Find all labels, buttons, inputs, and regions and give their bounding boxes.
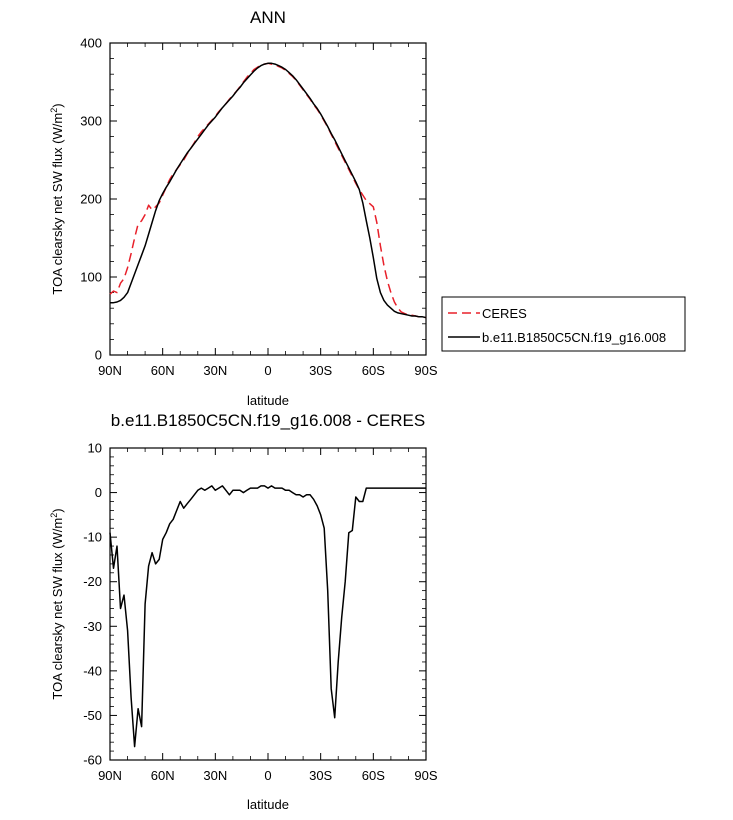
top-series bbox=[109, 62, 427, 319]
top-series-line-0 bbox=[109, 62, 427, 319]
x-tick-label: 90S bbox=[414, 363, 437, 378]
y-tick-label: -60 bbox=[83, 753, 102, 768]
legend-box bbox=[441, 296, 686, 352]
top-series-line-1 bbox=[110, 62, 427, 319]
bottom-x-ticks: 90N 60N 30N 0 30S 60S 90S bbox=[98, 448, 438, 783]
y-tick-label: 400 bbox=[80, 36, 102, 51]
x-tick-label: 30S bbox=[309, 363, 332, 378]
y-tick-label: 0 bbox=[95, 348, 102, 363]
top-y-ticks: 0 100 200 300 400 bbox=[80, 36, 426, 363]
legend-label-ceres: CERES bbox=[482, 306, 527, 321]
x-tick-label: 90S bbox=[414, 768, 437, 783]
bottom-plot-frame bbox=[109, 447, 427, 761]
bottom-chart-title: b.e11.B1850C5CN.f19_g16.008 - CERES bbox=[111, 411, 425, 430]
x-tick-label: 30S bbox=[309, 768, 332, 783]
legend-label-model: b.e11.B1850C5CN.f19_g16.008 bbox=[482, 330, 666, 345]
bottom-y-axis-label: TOA clearsky net SW flux (W/m2) bbox=[49, 508, 65, 699]
top-panel: ANN 0 100 200 300 400 90N 60N 30N 0 30S 60S 90S la… bbox=[49, 8, 438, 408]
x-tick-label: 90N bbox=[98, 363, 122, 378]
y-tick-label: 100 bbox=[80, 270, 102, 285]
x-tick-label: 30N bbox=[203, 363, 227, 378]
y-tick-label: -20 bbox=[83, 574, 102, 589]
y-tick-label: 10 bbox=[88, 441, 102, 456]
bottom-series-line-0 bbox=[109, 485, 426, 748]
y-tick-label: 0 bbox=[95, 485, 102, 500]
top-chart-title: ANN bbox=[250, 8, 286, 27]
bottom-y-ticks: -60 -50 -40 -30 -20 -10 0 10 bbox=[83, 441, 426, 768]
y-tick-label: -40 bbox=[83, 663, 102, 678]
x-tick-label: 0 bbox=[264, 363, 271, 378]
x-tick-label: 60S bbox=[362, 768, 385, 783]
top-x-axis-label: latitude bbox=[247, 393, 289, 408]
y-tick-label: -10 bbox=[83, 530, 102, 545]
top-y-axis-label: TOA clearsky net SW flux (W/m2) bbox=[49, 103, 65, 294]
y-tick-label: 300 bbox=[80, 114, 102, 129]
y-tick-label: -50 bbox=[83, 708, 102, 723]
x-tick-label: 60N bbox=[151, 363, 175, 378]
bottom-series bbox=[109, 485, 426, 748]
bottom-x-axis-label: latitude bbox=[247, 797, 289, 812]
bottom-panel: b.e11.B1850C5CN.f19_g16.008 - CERES -60-… bbox=[49, 411, 438, 812]
x-tick-label: 60N bbox=[151, 768, 175, 783]
y-tick-label: -30 bbox=[83, 619, 102, 634]
x-tick-label: 60S bbox=[362, 363, 385, 378]
x-tick-label: 30N bbox=[203, 768, 227, 783]
x-tick-label: 90N bbox=[98, 768, 122, 783]
x-tick-label: 0 bbox=[264, 768, 271, 783]
top-x-ticks: 90N 60N 30N 0 30S 60S 90S bbox=[98, 43, 438, 378]
top-plot-frame bbox=[109, 42, 427, 356]
y-tick-label: 200 bbox=[80, 192, 102, 207]
legend: CERES b.e11.B1850C5CN.f19_g16.008 bbox=[441, 296, 686, 352]
